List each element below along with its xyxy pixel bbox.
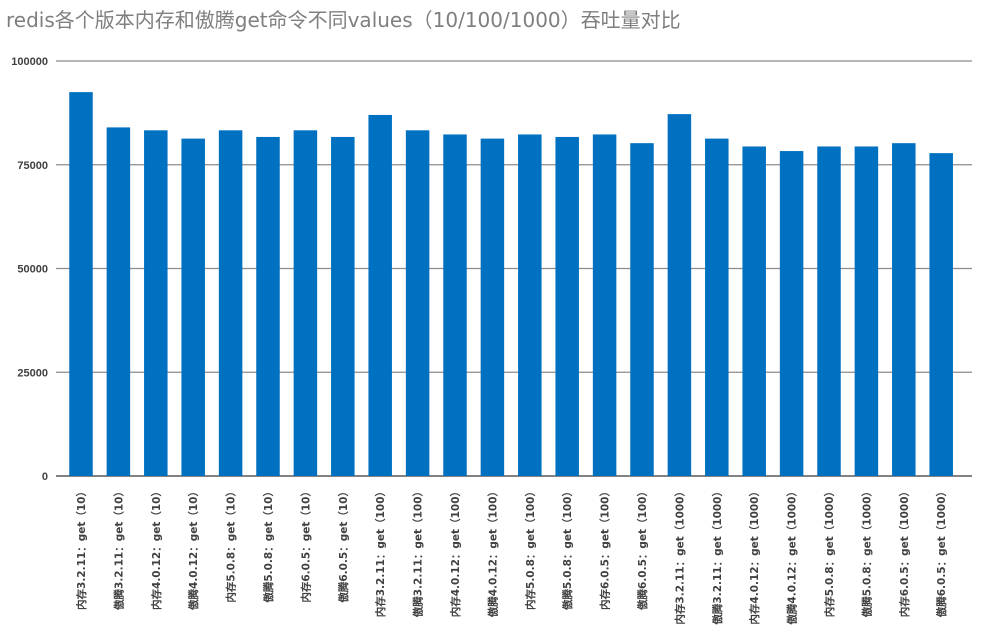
y-axis-ticks: 0 25000 50000 75000 100000	[11, 56, 48, 483]
x-tick-label: 傲腾6.0.5：get（100）	[636, 486, 649, 610]
x-tick-label: 内存5.0.8：get（100）	[524, 486, 537, 610]
x-tick-label: 内存3.2.11：get（100）	[374, 486, 387, 617]
bar	[518, 134, 542, 476]
bar	[705, 138, 729, 477]
x-tick-label: 内存6.0.5：get（100）	[599, 486, 612, 610]
bar	[331, 136, 355, 476]
x-tick-label: 傲腾3.2.11：get（100）	[412, 486, 425, 617]
bar	[742, 146, 766, 477]
y-tick-label: 25000	[17, 367, 48, 379]
bar	[106, 127, 131, 477]
x-tick-label: 内存5.0.8：get（1000）	[823, 486, 836, 617]
x-tick-label: 傲腾6.0.5：get（10）	[337, 486, 350, 603]
bar	[69, 92, 93, 476]
bar	[892, 143, 916, 477]
bar	[630, 143, 654, 477]
y-tick-label: 0	[42, 471, 48, 483]
bar	[218, 130, 243, 476]
x-tick-label: 内存4.0.12：get（1000）	[748, 486, 761, 625]
y-tick-label: 50000	[17, 264, 48, 276]
bar	[256, 136, 280, 476]
bar	[555, 136, 579, 476]
x-tick-label: 傲腾4.0.12：get（1000）	[786, 486, 799, 625]
x-axis-ticks: 内存3.2.11：get（10） 傲腾3.2.11：get（10） 内存4.0.12…	[75, 486, 948, 625]
bar	[181, 138, 205, 477]
x-tick-label: 傲腾5.0.8：get（100）	[561, 486, 574, 610]
y-tick-label: 75000	[17, 160, 48, 172]
chart-title: redis各个版本内存和傲腾get命令不同values（10/100/1000）…	[6, 8, 681, 32]
x-tick-label: 傲腾3.2.11：get（10）	[112, 486, 125, 610]
x-tick-label: 傲腾5.0.8：get（10）	[262, 486, 275, 603]
bar	[779, 151, 804, 476]
bars	[69, 92, 953, 477]
x-tick-label: 傲腾4.0.12：get（10）	[187, 486, 200, 610]
bar	[667, 114, 692, 477]
x-tick-label: 内存4.0.12：get（10）	[150, 486, 163, 610]
x-tick-label: 内存3.2.11：get（10）	[75, 486, 88, 610]
bar	[144, 130, 168, 476]
x-tick-label: 内存3.2.11：get（1000）	[673, 486, 686, 625]
x-tick-label: 内存6.0.5：get（10）	[299, 486, 312, 603]
x-tick-label: 傲腾5.0.8：get（1000）	[860, 486, 873, 617]
bar	[443, 134, 467, 476]
x-tick-label: 傲腾6.0.5：get（1000）	[935, 486, 948, 617]
x-tick-label: 内存6.0.5：get（1000）	[898, 486, 911, 617]
bar	[929, 153, 953, 476]
bar	[293, 130, 318, 476]
x-tick-label: 内存5.0.8：get（10）	[225, 486, 238, 603]
bar	[817, 146, 841, 477]
bar	[405, 130, 430, 476]
bar	[592, 134, 617, 476]
x-tick-label: 傲腾4.0.12：get（100）	[486, 486, 499, 617]
y-tick-label: 100000	[11, 56, 48, 68]
x-tick-label: 傲腾3.2.11：get（1000）	[711, 486, 724, 625]
x-tick-label: 内存4.0.12：get（100）	[449, 486, 462, 617]
bar	[480, 138, 505, 477]
bar	[368, 114, 392, 476]
bar	[854, 146, 879, 477]
